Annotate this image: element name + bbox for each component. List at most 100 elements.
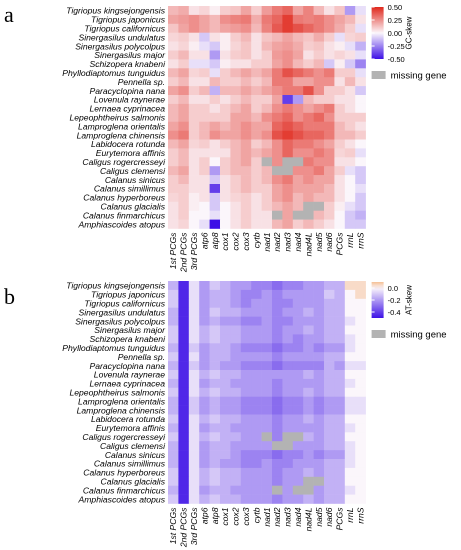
heatmap-cell [178, 86, 190, 96]
heatmap-cell [282, 192, 294, 203]
heatmap-cell [251, 86, 262, 96]
heatmap-cell [230, 32, 242, 42]
column-label: atp6 [199, 232, 209, 249]
heatmap-cell [292, 459, 304, 469]
heatmap-cell [178, 361, 190, 371]
heatmap-cell [188, 68, 200, 78]
heatmap-cell [334, 184, 346, 194]
heatmap-cell [355, 112, 366, 122]
heatmap-cell [272, 494, 283, 504]
heatmap-cell [168, 50, 179, 60]
heatmap-cell [230, 387, 242, 397]
row-label: Lepeophtheirus salmonis [69, 112, 165, 122]
heatmap-cell [272, 6, 283, 16]
heatmap-cell [251, 121, 262, 131]
heatmap-cell [220, 6, 231, 16]
heatmap-cell [178, 14, 190, 25]
heatmap-cell [168, 219, 179, 229]
heatmap-cell [240, 148, 252, 158]
column-label: cox3 [241, 507, 251, 525]
heatmap-cell [188, 441, 200, 451]
heatmap-cell [292, 175, 304, 185]
heatmap-cell [272, 95, 283, 105]
heatmap-cell [334, 378, 346, 389]
heatmap-cell [178, 281, 190, 291]
heatmap-cell [240, 343, 252, 353]
heatmap-cell [251, 334, 262, 344]
heatmap-cell [334, 148, 346, 158]
heatmap-cell [344, 14, 356, 25]
heatmap-cell [303, 450, 314, 460]
heatmap-cell [230, 361, 242, 371]
heatmap-cell [272, 450, 283, 460]
heatmap-cell [240, 307, 252, 317]
heatmap-cell [209, 476, 221, 486]
heatmap-cell [324, 334, 335, 344]
heatmap-cell [178, 59, 190, 69]
heatmap-cell [261, 405, 273, 415]
heatmap-cell [168, 441, 179, 451]
heatmap-cell [209, 32, 221, 42]
heatmap-cell [292, 298, 304, 308]
heatmap-cell [199, 370, 210, 380]
heatmap-cell [292, 121, 304, 131]
heatmap-cell [168, 6, 179, 16]
heatmap-cell [230, 298, 242, 308]
heatmap-cell [355, 459, 366, 469]
colorbar-tick-label: 0.50 [388, 3, 403, 12]
column-label: rrnS [355, 232, 365, 249]
heatmap-cell [230, 157, 242, 167]
heatmap-cell [178, 201, 190, 211]
heatmap-cell [199, 396, 210, 406]
heatmap-cell [313, 166, 325, 176]
heatmap-cell [220, 405, 231, 415]
heatmap-cell [344, 68, 356, 78]
heatmap-cell [303, 219, 314, 229]
heatmap-cell [178, 307, 190, 317]
heatmap-cell [230, 467, 242, 478]
heatmap-cell [313, 316, 325, 326]
heatmap-cell [313, 68, 325, 78]
heatmap-cell [292, 334, 304, 344]
heatmap-cell [188, 325, 200, 335]
heatmap-cell [313, 219, 325, 229]
heatmap-cell [313, 432, 325, 442]
heatmap-cell [188, 352, 200, 362]
heatmap-cell [334, 32, 346, 42]
row-label: Lamproglena orientalis [78, 396, 166, 406]
heatmap-cell [324, 485, 335, 495]
heatmap-cell [355, 192, 366, 203]
heatmap-cell [303, 210, 314, 220]
heatmap-cell [313, 289, 325, 300]
heatmap-cell [199, 95, 210, 105]
column-label: cytb [251, 507, 261, 523]
heatmap-cell [282, 494, 294, 504]
heatmap-cell [230, 77, 242, 87]
heatmap-cell [199, 32, 210, 42]
heatmap-cell [199, 192, 210, 203]
heatmap-cell [188, 467, 200, 478]
heatmap-cell [199, 361, 210, 371]
heatmap-cell [303, 334, 314, 344]
heatmap-cell [230, 370, 242, 380]
row-label: Caligus clemensi [100, 441, 166, 451]
heatmap-cell [209, 343, 221, 353]
heatmap-cell [220, 476, 231, 486]
heatmap-cell [292, 343, 304, 353]
heatmap-cell [334, 175, 346, 185]
colorbar-tick-label: 0.25 [388, 16, 403, 25]
heatmap-cell [178, 387, 190, 397]
heatmap-cell [178, 459, 190, 469]
heatmap-cell [272, 103, 283, 114]
heatmap-cell [199, 316, 210, 326]
heatmap-cell [344, 325, 356, 335]
heatmap-cell [334, 414, 346, 424]
heatmap-cell [209, 405, 221, 415]
heatmap-cell [313, 298, 325, 308]
heatmap-cell [355, 432, 366, 442]
heatmap-cell [292, 103, 304, 114]
heatmap-cell [230, 139, 242, 149]
heatmap-cell [251, 414, 262, 424]
heatmap-cell [199, 343, 210, 353]
heatmap-cell [209, 41, 221, 51]
